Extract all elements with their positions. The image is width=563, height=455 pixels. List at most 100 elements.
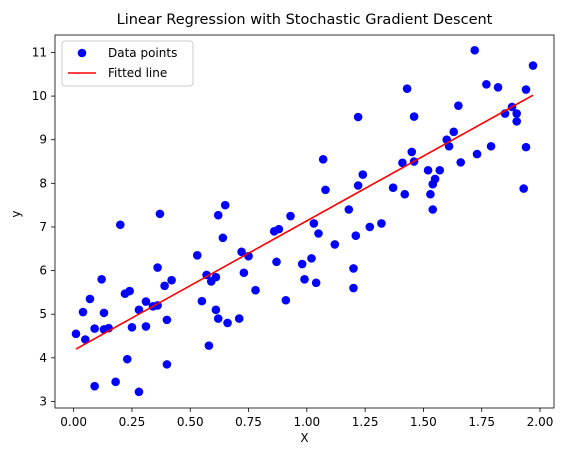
data-point — [398, 158, 407, 168]
legend-marker-data-points — [77, 48, 87, 58]
data-point — [272, 257, 281, 267]
data-point — [321, 185, 330, 195]
x-tick-label: 1.75 — [468, 415, 495, 429]
x-tick-label: 0.25 — [119, 415, 146, 429]
data-point — [97, 275, 106, 284]
data-point — [430, 174, 440, 184]
data-point — [521, 142, 531, 152]
data-point — [314, 229, 323, 238]
y-tick-label: 9 — [39, 133, 47, 147]
data-point — [218, 233, 228, 243]
data-point — [286, 211, 295, 221]
data-point — [435, 165, 445, 175]
data-point — [134, 387, 144, 397]
data-point — [155, 209, 165, 219]
data-point — [220, 200, 230, 210]
data-point — [358, 170, 368, 179]
x-tick-label: 1.25 — [352, 415, 379, 429]
x-tick-label: 0.00 — [60, 415, 87, 429]
data-point — [388, 183, 398, 192]
data-point — [309, 219, 319, 228]
y-tick-label: 5 — [39, 307, 47, 321]
x-tick-label: 1.00 — [293, 415, 320, 429]
x-tick-label: 2.00 — [527, 415, 554, 429]
data-point — [377, 219, 386, 228]
y-tick-label: 10 — [32, 89, 47, 103]
data-point — [213, 314, 223, 323]
data-point — [237, 247, 246, 257]
data-point — [122, 354, 132, 364]
data-point — [400, 189, 410, 199]
data-point — [153, 263, 162, 272]
data-point — [493, 83, 503, 92]
plot-frame — [54, 34, 555, 409]
data-point — [141, 297, 151, 306]
x-tick-label: 1.50 — [410, 415, 437, 429]
legend-label-fitted-line: Fitted line — [108, 66, 167, 80]
data-point — [470, 45, 480, 55]
data-point — [349, 283, 358, 293]
data-point — [482, 79, 491, 89]
data-point — [297, 259, 307, 269]
data-point — [444, 141, 454, 151]
data-point — [407, 147, 417, 157]
data-point — [528, 61, 538, 70]
data-point — [90, 381, 99, 391]
chart-title: Linear Regression with Stochastic Gradie… — [117, 12, 493, 28]
y-tick-label: 4 — [39, 351, 47, 365]
data-point — [211, 305, 221, 315]
data-point — [344, 205, 354, 214]
data-point — [486, 141, 496, 151]
x-tick-label: 0.50 — [177, 415, 204, 429]
data-point — [402, 84, 412, 93]
data-point — [234, 314, 244, 323]
data-point — [251, 285, 260, 295]
data-point — [311, 278, 321, 288]
x-tick-label: 0.75 — [235, 415, 262, 429]
data-point — [141, 322, 151, 331]
data-point — [81, 335, 90, 344]
data-point — [456, 158, 466, 167]
data-point — [162, 315, 172, 325]
data-point — [512, 117, 521, 126]
data-point — [349, 264, 358, 273]
data-point — [85, 294, 95, 304]
data-point — [300, 275, 309, 284]
data-point — [204, 341, 214, 350]
data-point — [223, 318, 232, 328]
marks-layer — [71, 45, 538, 397]
data-point — [127, 322, 137, 332]
data-point — [353, 112, 363, 122]
data-point — [409, 112, 419, 121]
data-point — [274, 224, 284, 234]
y-tick-label: 11 — [32, 45, 47, 59]
data-point — [428, 205, 438, 214]
data-point — [423, 165, 433, 175]
data-point — [318, 155, 328, 164]
data-point — [454, 101, 463, 110]
y-tick-label: 7 — [39, 220, 47, 234]
data-point — [330, 240, 340, 249]
data-point — [90, 324, 99, 333]
x-axis-label: X — [300, 431, 308, 445]
data-point — [307, 254, 316, 263]
y-tick-label: 6 — [39, 264, 47, 278]
data-point — [512, 109, 521, 118]
data-point — [78, 307, 88, 317]
fitted-line — [75, 94, 534, 350]
legend-label-data-points: Data points — [108, 46, 177, 60]
data-point — [160, 281, 169, 291]
data-point — [281, 295, 291, 305]
y-axis-label: y — [9, 210, 23, 217]
data-point — [519, 184, 528, 193]
data-point — [213, 210, 223, 220]
data-point — [162, 360, 172, 369]
data-point — [134, 305, 144, 315]
data-point — [192, 251, 202, 260]
legend-box — [61, 40, 194, 87]
y-tick-label: 8 — [39, 176, 47, 190]
data-point — [426, 189, 435, 199]
data-point — [115, 220, 125, 230]
